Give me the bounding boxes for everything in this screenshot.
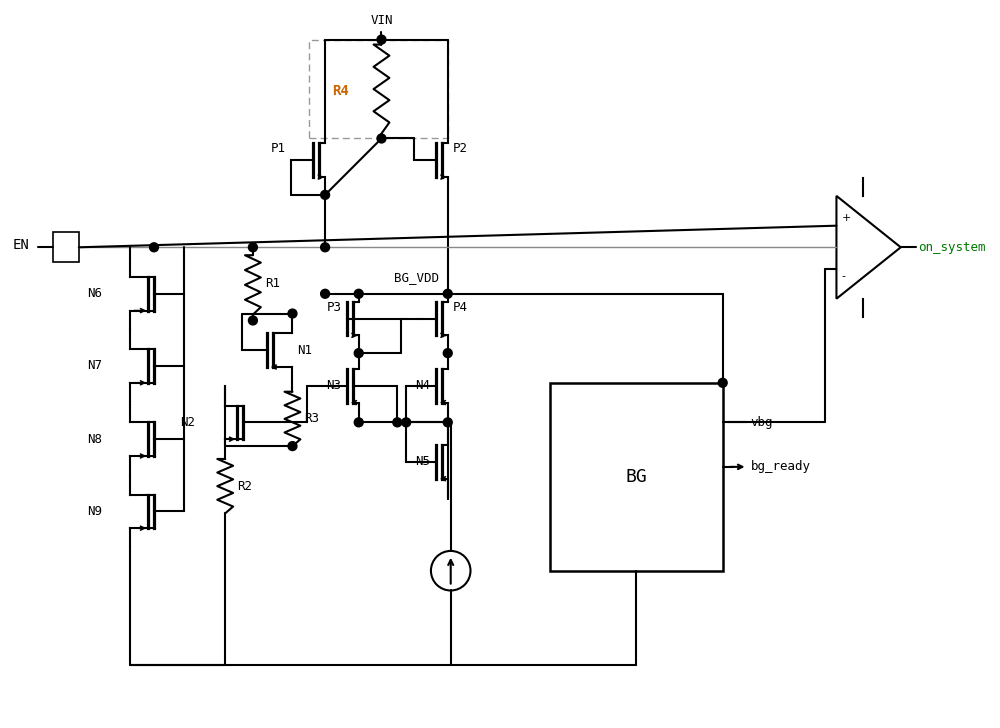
Text: BG_VDD: BG_VDD	[394, 271, 439, 284]
Text: on_system: on_system	[919, 241, 986, 254]
Text: N5: N5	[415, 456, 430, 468]
Text: R1: R1	[265, 277, 280, 290]
FancyBboxPatch shape	[53, 232, 79, 262]
Text: N4: N4	[415, 379, 430, 392]
Circle shape	[150, 243, 158, 252]
Circle shape	[248, 316, 257, 325]
Circle shape	[402, 418, 411, 427]
Text: -: -	[841, 271, 845, 281]
Text: vbg: vbg	[750, 416, 773, 429]
Text: N6: N6	[88, 288, 103, 300]
Text: VIN: VIN	[370, 14, 393, 27]
Circle shape	[443, 418, 452, 427]
Circle shape	[321, 191, 330, 199]
Circle shape	[354, 418, 363, 427]
Circle shape	[443, 349, 452, 357]
Circle shape	[377, 35, 386, 44]
Circle shape	[288, 309, 297, 318]
Text: P3: P3	[327, 301, 342, 314]
Circle shape	[377, 134, 386, 143]
Text: P4: P4	[453, 301, 468, 314]
Text: R2: R2	[237, 480, 252, 493]
Text: P2: P2	[453, 142, 468, 155]
Circle shape	[354, 349, 363, 357]
Circle shape	[354, 289, 363, 298]
FancyBboxPatch shape	[550, 383, 723, 571]
Circle shape	[321, 243, 330, 252]
Circle shape	[443, 289, 452, 298]
Text: N8: N8	[88, 432, 103, 446]
Text: N1: N1	[297, 344, 312, 357]
Circle shape	[321, 289, 330, 298]
Text: N2: N2	[181, 416, 196, 429]
Text: BG: BG	[625, 468, 647, 486]
Text: +: +	[841, 213, 851, 223]
Circle shape	[248, 243, 257, 252]
Text: EN: EN	[13, 238, 29, 253]
Circle shape	[718, 379, 727, 387]
Text: R4: R4	[332, 84, 349, 98]
Circle shape	[288, 442, 297, 451]
Text: P1: P1	[271, 142, 286, 155]
Text: N7: N7	[88, 360, 103, 373]
Text: N3: N3	[326, 379, 341, 392]
Text: N9: N9	[88, 505, 103, 518]
Text: bg_ready: bg_ready	[750, 460, 810, 473]
Text: R3: R3	[304, 412, 319, 425]
Circle shape	[393, 418, 402, 427]
